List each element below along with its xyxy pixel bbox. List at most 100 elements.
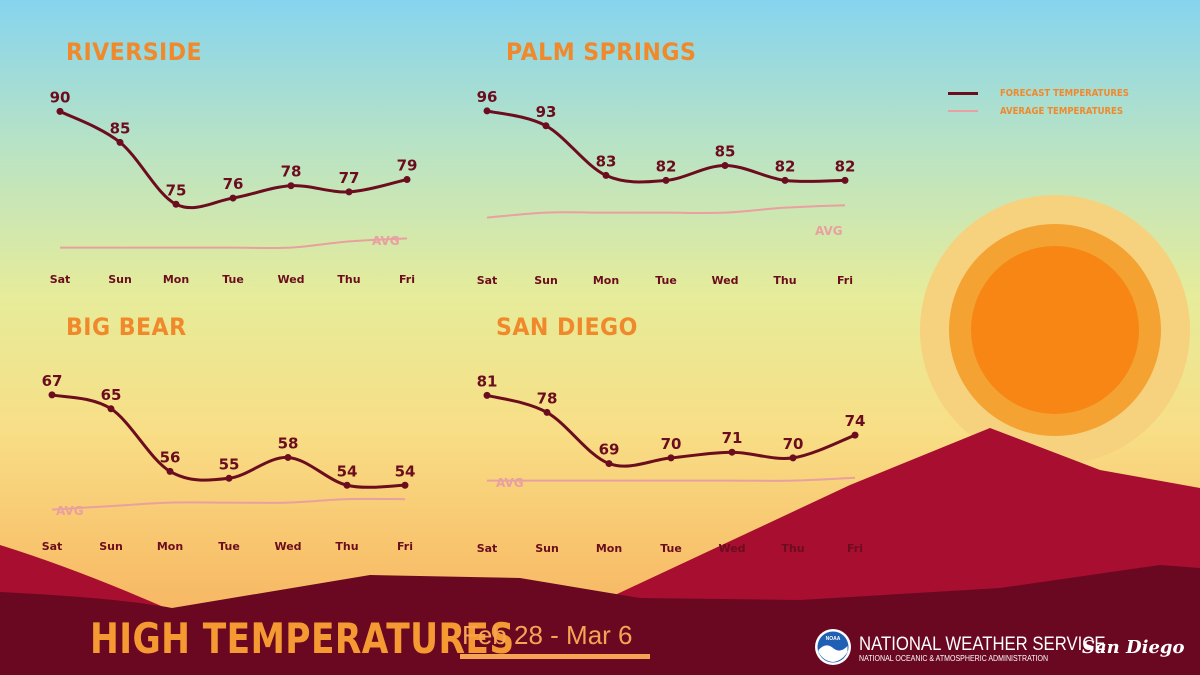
avg-annotation: AVG <box>815 224 843 238</box>
avg-annotation: AVG <box>496 476 524 490</box>
tick-label: Mon <box>596 542 622 555</box>
data-label: 67 <box>42 372 63 390</box>
tick-label: Sat <box>50 273 71 286</box>
foreground-ridge <box>0 565 1200 675</box>
data-label: 75 <box>166 181 187 199</box>
data-label: 69 <box>599 441 620 459</box>
data-label: 81 <box>477 372 498 390</box>
forecast-point <box>225 474 233 482</box>
legend-label-average: AVERAGE TEMPERATURES <box>1000 105 1123 117</box>
tick-label: Sat <box>477 274 498 287</box>
data-label: 55 <box>219 455 240 473</box>
forecast-point <box>542 122 550 130</box>
tick-label: Fri <box>397 540 413 553</box>
data-label: 85 <box>110 119 131 137</box>
tick-label: Sun <box>535 542 559 555</box>
san-diego-title: SAN DIEGO <box>496 313 638 341</box>
tick-label: Thu <box>773 274 796 287</box>
forecast-point <box>403 176 411 183</box>
legend-item-forecast: FORECAST TEMPERATURES <box>948 84 1152 102</box>
office-name: San Diego <box>1082 637 1185 658</box>
sun-core <box>971 246 1139 414</box>
tick-label: Thu <box>337 273 360 286</box>
tick-label: Sun <box>108 273 132 286</box>
data-label: 65 <box>101 386 122 404</box>
forecast-point <box>287 182 295 190</box>
riverside-title: RIVERSIDE <box>66 38 203 66</box>
tick-label: Sat <box>477 542 498 555</box>
forecast-point <box>56 107 64 115</box>
legend-label-forecast: FORECAST TEMPERATURES <box>1000 87 1129 99</box>
data-label: 70 <box>783 435 804 453</box>
data-label: 77 <box>339 169 360 187</box>
tick-label: Tue <box>660 542 682 555</box>
noaa-logo: NOAA <box>814 628 852 666</box>
palm-springs-title: PALM SPRINGS <box>506 38 697 66</box>
forecast-point <box>483 391 491 399</box>
forecast-point <box>401 481 409 489</box>
tick-label: Fri <box>837 274 853 287</box>
tick-label: Mon <box>157 540 183 553</box>
data-label: 71 <box>722 429 743 447</box>
legend-item-average: AVERAGE TEMPERATURES <box>948 102 1152 120</box>
forecast-point <box>851 431 859 439</box>
tick-label: Sun <box>534 274 558 287</box>
tick-label: Wed <box>711 274 738 287</box>
data-label: 56 <box>160 448 181 466</box>
data-label: 82 <box>656 157 677 175</box>
forecast-point <box>728 448 736 456</box>
data-label: 82 <box>775 157 796 175</box>
forecast-point <box>667 454 675 462</box>
forecast-point <box>107 405 115 413</box>
tick-label: Sat <box>42 540 63 553</box>
tick-label: Fri <box>399 273 415 286</box>
data-label: 83 <box>596 152 617 170</box>
forecast-point <box>841 176 849 184</box>
date-underline <box>460 654 650 659</box>
tick-label: Mon <box>163 273 189 286</box>
data-label: 58 <box>278 434 299 452</box>
tick-label: Wed <box>277 273 304 286</box>
sub-organization-name: NATIONAL OCEANIC & ATMOSPHERIC ADMINISTR… <box>859 654 1049 663</box>
forecast-point <box>166 467 174 475</box>
data-label: 76 <box>223 175 244 193</box>
average-line <box>60 237 408 250</box>
data-label: 79 <box>397 157 418 175</box>
forecast-point <box>662 176 670 184</box>
tick-label: Tue <box>218 540 240 553</box>
big-bear-title: BIG BEAR <box>66 313 187 341</box>
forecast-point <box>116 138 124 146</box>
forecast-point <box>781 176 789 184</box>
forecast-point <box>345 188 353 196</box>
data-label: 54 <box>395 462 416 480</box>
forecast-point <box>483 107 491 115</box>
forecast-point <box>602 171 610 179</box>
average-line <box>486 476 856 482</box>
forecast-point <box>343 481 351 489</box>
avg-annotation: AVG <box>56 504 84 518</box>
forecast-point <box>543 408 551 416</box>
tick-label: Wed <box>274 540 301 553</box>
average-line <box>51 497 406 511</box>
organization-name: NATIONAL WEATHER SERVICE <box>859 634 1106 655</box>
tick-label: Sun <box>99 540 123 553</box>
legend-swatch-average <box>948 110 978 112</box>
data-label: 85 <box>715 143 736 161</box>
average-line <box>486 204 846 219</box>
forecast-point <box>172 200 180 208</box>
date-range: Feb 28 - Mar 6 <box>462 620 633 650</box>
forecast-point <box>605 460 613 468</box>
forecast-point <box>48 391 56 399</box>
forecast-point <box>229 194 237 202</box>
tick-label: Tue <box>655 274 677 287</box>
data-label: 82 <box>835 157 856 175</box>
data-label: 70 <box>661 435 682 453</box>
page-title: HIGH TEMPERATURES <box>90 614 515 663</box>
data-label: 54 <box>337 462 358 480</box>
forecast-point <box>284 453 292 461</box>
